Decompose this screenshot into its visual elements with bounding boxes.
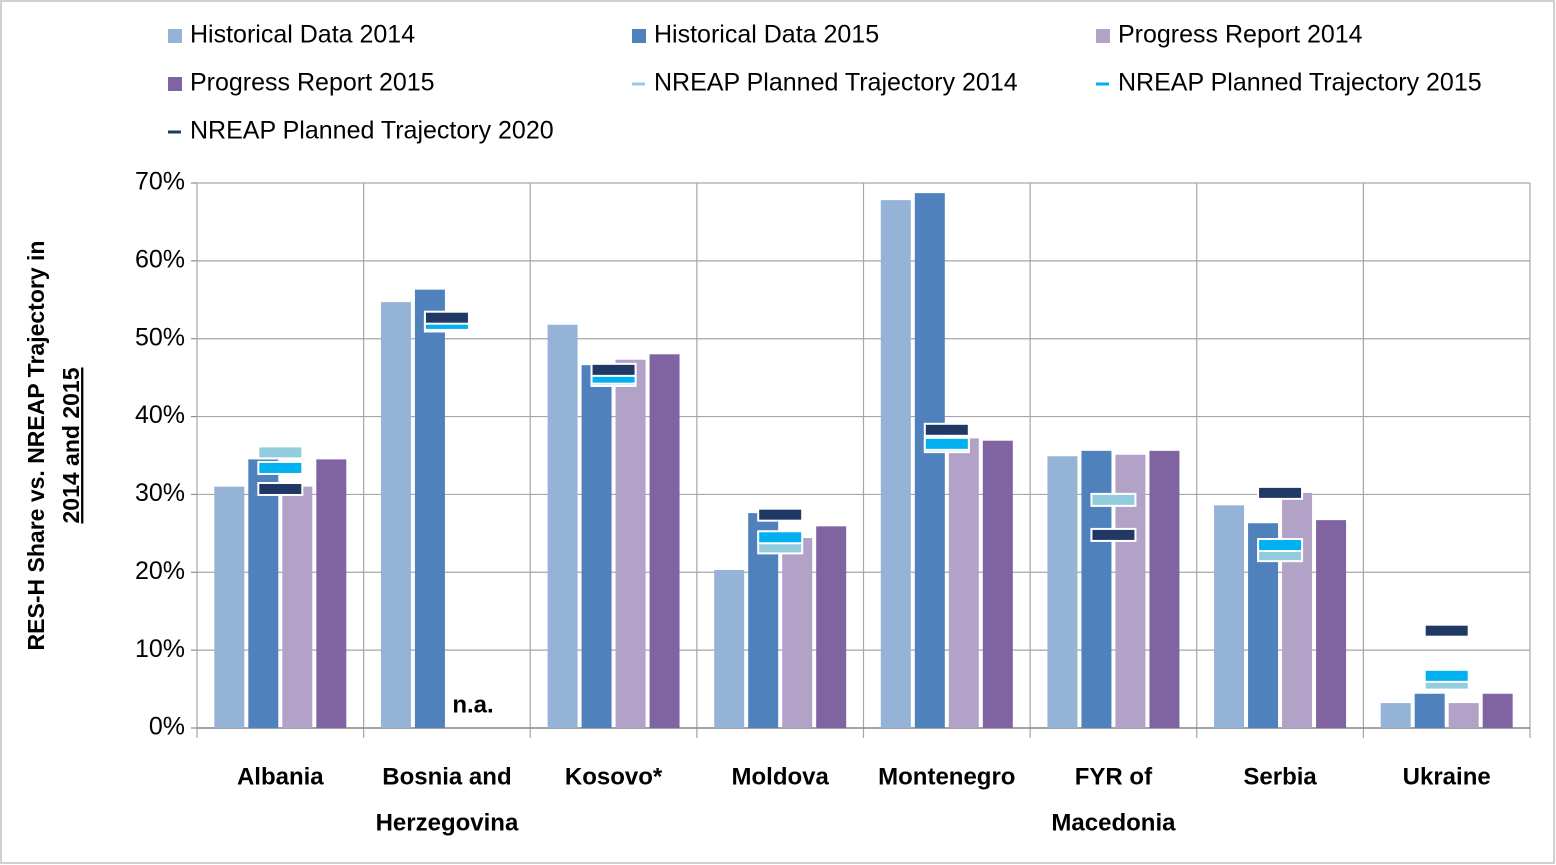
trajectory-marker [590, 362, 637, 377]
trajectory-marker [1423, 668, 1470, 683]
bar [914, 193, 945, 728]
bar [414, 289, 445, 728]
legend-swatch [1096, 29, 1110, 43]
y-tick-label: 20% [135, 557, 185, 585]
trajectory-marker [757, 530, 804, 545]
legend-swatch [168, 29, 182, 43]
bar [214, 486, 245, 728]
x-tick-label: Serbia [1243, 763, 1317, 790]
y-tick-label: 60% [135, 245, 185, 273]
bar [782, 538, 813, 728]
bar [581, 365, 612, 728]
trajectory-marker [1423, 623, 1470, 638]
bar [248, 459, 279, 728]
bar [1047, 456, 1078, 728]
x-tick-label: Bosnia and [382, 763, 511, 790]
legend-swatch [168, 130, 181, 134]
trajectory-marker [1090, 492, 1137, 507]
bar [1482, 693, 1513, 728]
bar [615, 359, 646, 728]
bar [649, 354, 680, 728]
bar [1149, 450, 1180, 728]
x-tick-label: Herzegovina [376, 809, 519, 836]
trajectory-marker [1257, 538, 1304, 553]
legend-label: Progress Report 2014 [1118, 21, 1363, 49]
bar [948, 438, 979, 728]
trajectory-marker [757, 507, 804, 522]
x-tick-label: FYR of [1075, 763, 1153, 790]
bar [282, 486, 313, 728]
legend-swatch [632, 29, 646, 43]
bar [380, 302, 411, 728]
y-tick-label: 70% [135, 168, 185, 196]
x-tick-label: Macedonia [1051, 809, 1176, 836]
y-tick-label: 10% [135, 635, 185, 663]
legend-label: Progress Report 2015 [190, 69, 435, 97]
bar [316, 459, 347, 728]
bar [1282, 492, 1313, 728]
bar [1448, 703, 1479, 728]
bar [880, 200, 911, 729]
x-tick-label: Moldova [732, 763, 830, 790]
y-tick-label: 50% [135, 323, 185, 351]
legend-swatch [168, 77, 182, 91]
trajectory-marker [1090, 527, 1137, 542]
y-tick-label: 40% [135, 401, 185, 429]
bar [1214, 505, 1245, 728]
trajectory-marker [423, 310, 470, 325]
bar [816, 526, 847, 728]
x-tick-label: Montenegro [878, 763, 1015, 790]
bar [982, 440, 1013, 728]
y-tick-label: 0% [149, 713, 185, 741]
x-tick-label: Ukraine [1403, 763, 1491, 790]
y-axis-title: RES-H Share vs. NREAP Trajectory in [23, 241, 49, 651]
y-tick-label: 30% [135, 479, 185, 507]
trajectory-marker [923, 422, 970, 437]
y-axis-title: 2014 and 2015 [58, 367, 84, 523]
trajectory-marker [923, 436, 970, 451]
trajectory-marker [1257, 485, 1304, 500]
bar [1316, 520, 1347, 728]
y-axis-label: RES-H Share vs. NREAP Trajectory in 2014 … [23, 241, 84, 651]
legend-swatch [632, 82, 645, 86]
legend-label: Historical Data 2015 [654, 21, 879, 49]
legend-swatch [1096, 82, 1109, 86]
trajectory-marker [257, 481, 304, 496]
bar [1414, 693, 1445, 728]
legend-label: Historical Data 2014 [190, 21, 415, 49]
legend-label: NREAP Planned Trajectory 2015 [1118, 69, 1482, 97]
legend-label: NREAP Planned Trajectory 2014 [654, 69, 1018, 97]
bar [1081, 450, 1112, 728]
trajectory-marker [257, 445, 304, 460]
legend-label: NREAP Planned Trajectory 2020 [190, 117, 554, 145]
bar [714, 569, 745, 728]
bar [1380, 703, 1411, 728]
trajectory-marker [257, 460, 304, 475]
x-tick-label: Albania [237, 763, 324, 790]
x-tick-label: Kosovo* [565, 763, 663, 790]
bar [547, 324, 578, 728]
annotation: n.a. [452, 691, 493, 718]
